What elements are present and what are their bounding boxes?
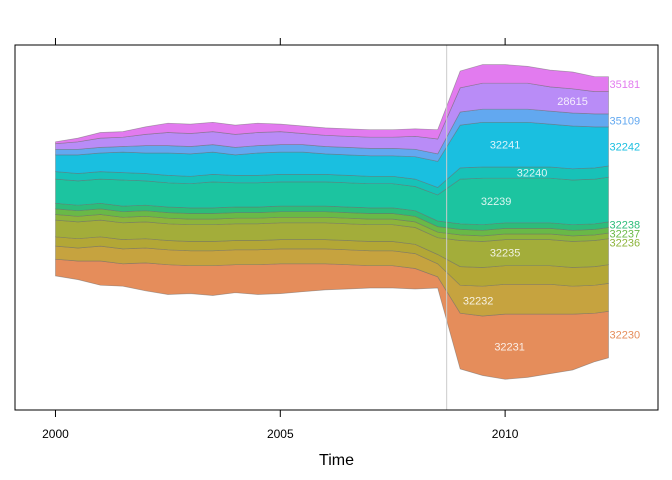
inline-label-11: 28615 bbox=[557, 96, 588, 108]
inline-label-8: 32240 bbox=[517, 168, 548, 180]
series-label-6: 32238 bbox=[610, 220, 641, 232]
inline-labels: 32231 32232 32235 32239 32240 32241 28615 bbox=[463, 96, 588, 354]
x-tick-label-2: 2010 bbox=[492, 427, 519, 441]
inline-label-0: 32231 bbox=[494, 341, 525, 353]
stream-layers bbox=[55, 64, 609, 380]
series-label-9: 32242 bbox=[610, 141, 641, 153]
inline-label-7: 32239 bbox=[481, 196, 512, 208]
stream-layer-12 bbox=[55, 64, 609, 145]
series-label-12: 35181 bbox=[610, 79, 641, 91]
inline-label-1: 32232 bbox=[463, 296, 494, 308]
series-label-4: 32236 bbox=[610, 238, 641, 250]
series-label-5: 32237 bbox=[610, 229, 641, 241]
x-tick-label-0: 2000 bbox=[42, 427, 69, 441]
plot-frame bbox=[14, 44, 659, 411]
series-label-10: 35109 bbox=[610, 115, 641, 127]
inline-label-3: 32235 bbox=[490, 248, 521, 260]
x-tick-label-1: 2005 bbox=[267, 427, 294, 441]
axis-ticks: 2000 2005 2010 bbox=[42, 38, 519, 441]
series-label-0: 32230 bbox=[610, 330, 641, 342]
x-axis-title: Time bbox=[319, 452, 354, 469]
inline-label-9: 32241 bbox=[490, 140, 521, 152]
